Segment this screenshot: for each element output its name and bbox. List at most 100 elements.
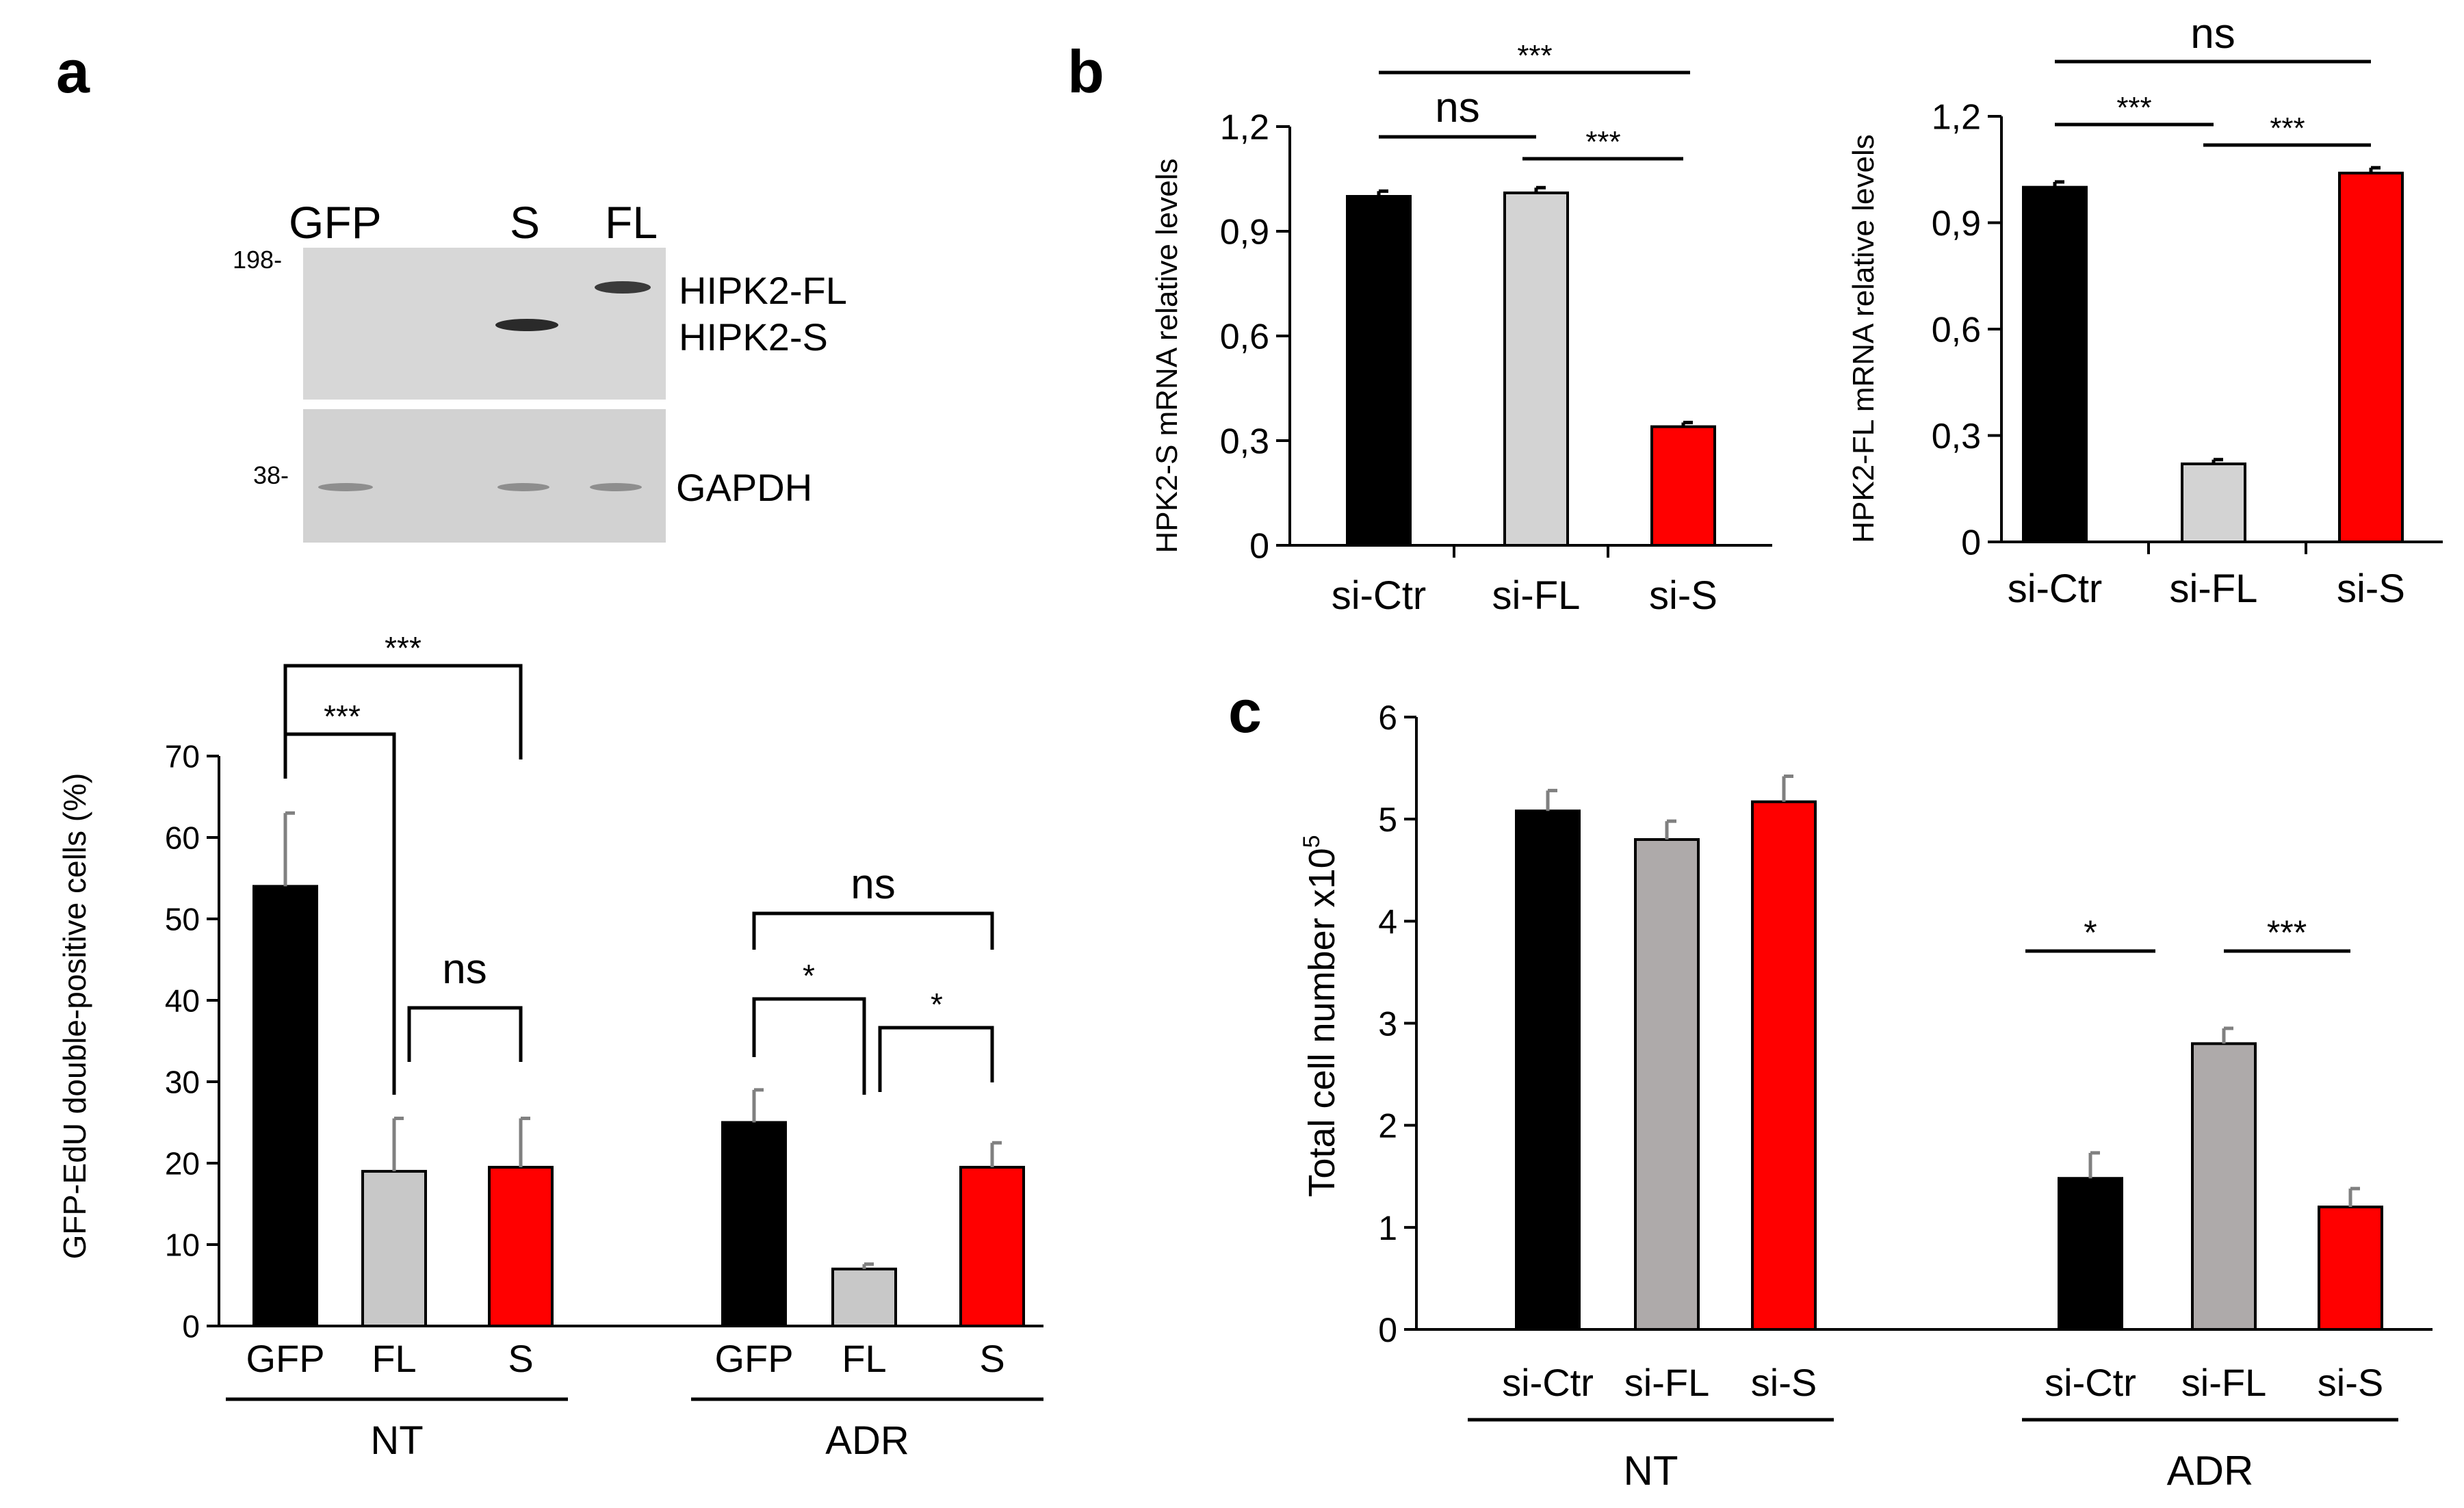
b1-bar-si-fl — [1503, 191, 1569, 547]
sig-bracket-fl-s-adr — [878, 1026, 994, 1092]
b2-significance: ns *** *** — [2055, 10, 2371, 147]
edu-bar-gfp — [721, 1121, 787, 1327]
b1-x-tick-label: si-Ctr — [1332, 573, 1427, 618]
sig-label-ctr-fl-adr: * — [2084, 913, 2097, 952]
edu-x-tick-label: S — [508, 1337, 533, 1380]
blot-marker-198: 198- — [233, 246, 282, 274]
b2-bar-si-ctr — [2022, 185, 2088, 543]
sig-bracket-gfp-s-adr — [752, 911, 994, 950]
b2-x-tick-label: si-Ctr — [2008, 567, 2103, 611]
b2-bar-si-fl — [2181, 462, 2246, 544]
sig-label-ctr-s-b2: ns — [2190, 10, 2235, 57]
edu-x-tick-label: S — [979, 1337, 1004, 1380]
sig-bracket-fl-s-nt — [407, 1006, 523, 1062]
sig-label-gfp-s-adr: ns — [851, 861, 895, 908]
edu-y-axis: 0 10 20 30 40 50 60 70 — [165, 739, 1043, 1344]
edu-chart: GFP-EdU double-positive cells (%) 0 10 20 3… — [57, 630, 1043, 1463]
b2-ylabel: HPK2-FL mRNA relative levels — [1847, 134, 1880, 543]
sig-bracket-gfp-s-nt — [283, 664, 523, 759]
c-bar-si-s — [2318, 1206, 2383, 1331]
sig-label-fl-s: *** — [1585, 125, 1620, 159]
blot-marker-38: 38- — [253, 461, 289, 489]
edu-y-tick-label: 60 — [165, 820, 200, 856]
c-group-label: ADR — [2167, 1448, 2254, 1494]
c-significance: * *** — [2025, 913, 2350, 953]
sig-label-gfp-fl-adr: * — [803, 958, 815, 993]
blot-lane-fl: FL — [605, 197, 658, 248]
sig-label-fl-s-adr: * — [931, 987, 943, 1022]
b1-bar-si-s — [1650, 425, 1716, 547]
b1-bar-si-ctr — [1346, 195, 1412, 547]
edu-bar-fl — [361, 1169, 427, 1328]
sig-label-fl-s-b2: *** — [2270, 112, 2305, 145]
edu-group-label: ADR — [825, 1418, 909, 1463]
edu-x-tick-label: GFP — [246, 1337, 324, 1380]
edu-x-tick-label: FL — [842, 1337, 886, 1380]
b2-y-tick-label: 0,3 — [1932, 417, 1981, 456]
c-bar-si-fl — [1634, 838, 1700, 1331]
western-blot: GFP S FL 198- 38- HIPK2-FL HIPK2-S GAPDH — [233, 197, 847, 543]
c-y-tick-label: 1 — [1378, 1209, 1397, 1247]
b2-y-tick-label: 0,9 — [1932, 204, 1981, 244]
edu-bar-fl — [831, 1267, 897, 1327]
edu-group-label: NT — [370, 1418, 423, 1463]
sig-label-fl-s-adr: *** — [2267, 913, 2307, 952]
edu-x-tick-label: GFP — [714, 1337, 793, 1380]
band-hipk2-s — [495, 319, 558, 331]
c-ylabel-text: Total cell number x10 — [1301, 848, 1343, 1197]
c-ylabel: Total cell number x105 — [1299, 835, 1343, 1197]
band-gapdh-gfp — [318, 483, 373, 491]
b1-y-tick-label: 0 — [1249, 527, 1269, 567]
panel-label-c: c — [1228, 677, 1262, 745]
band-label-hipk2-s: HIPK2-S — [679, 315, 828, 359]
c-bar-si-ctr — [1515, 809, 1581, 1331]
c-x-tick-label: si-S — [2318, 1361, 2383, 1404]
b1-y-tick-label: 0,6 — [1220, 317, 1269, 357]
edu-y-tick-label: 10 — [165, 1227, 200, 1263]
sig-label-gfp-s-nt: *** — [385, 630, 422, 666]
b2-bar-si-s — [2338, 171, 2404, 543]
band-gapdh-fl — [590, 483, 642, 491]
blot-lane-gfp: GFP — [289, 197, 382, 248]
edu-y-tick-label: 40 — [165, 983, 200, 1019]
c-x-tick-label: si-FL — [1624, 1361, 1709, 1404]
c-bar-si-ctr — [2058, 1177, 2123, 1331]
sig-label-ctr-fl: ns — [1435, 84, 1479, 131]
edu-y-tick-label: 50 — [165, 902, 200, 937]
edu-y-tick-label: 30 — [165, 1065, 200, 1100]
c-y-tick-label: 5 — [1378, 801, 1397, 839]
edu-y-tick-label: 20 — [165, 1146, 200, 1182]
b1-significance: *** ns *** — [1379, 39, 1690, 161]
c-y-axis: 0 1 2 3 4 5 6 — [1378, 699, 2433, 1349]
c-group-label: NT — [1624, 1448, 1678, 1494]
sig-bracket-gfp-fl-adr — [752, 997, 866, 1095]
b2-y-tick-label: 0 — [1961, 523, 1981, 563]
sig-label-fl-s-nt: ns — [442, 946, 487, 993]
sig-label-gfp-fl-nt: *** — [324, 699, 361, 734]
b1-x-tick-label: si-FL — [1492, 573, 1581, 618]
edu-ylabel: GFP-EdU double-positive cells (%) — [57, 773, 92, 1260]
c-x-tick-label: si-FL — [2181, 1361, 2266, 1404]
band-hipk2-fl — [595, 281, 651, 294]
hpk2-fl-chart: HPK2-FL mRNA relative levels 0 0,3 0,6 0,9 1… — [1847, 10, 2443, 611]
b1-ylabel: HPK2-S mRNA relative levels — [1150, 158, 1184, 553]
c-x-tick-label: si-Ctr — [2045, 1361, 2136, 1404]
b2-x-tick-label: si-S — [2337, 567, 2405, 611]
band-label-hipk2-fl: HIPK2-FL — [679, 269, 847, 312]
band-gapdh-s — [497, 483, 549, 491]
c-y-tick-label: 3 — [1378, 1005, 1397, 1043]
b2-y-tick-label: 1,2 — [1932, 98, 1981, 138]
sig-label-ctr-s: *** — [1517, 39, 1552, 73]
c-y-tick-label: 0 — [1378, 1311, 1397, 1349]
blot-lane-s: S — [510, 197, 540, 248]
b1-y-tick-label: 1,2 — [1220, 108, 1269, 148]
edu-x-tick-label: FL — [372, 1337, 416, 1380]
blot-membrane-gapdh — [303, 409, 666, 543]
b2-y-tick-label: 0,6 — [1932, 311, 1981, 350]
b1-y-tick-label: 0,3 — [1220, 422, 1269, 462]
b1-y-tick-label: 0,9 — [1220, 213, 1269, 252]
hpk2-s-chart: HPK2-S mRNA relative levels 0 0,3 0,6 0,9 1,… — [1150, 39, 1772, 618]
panel-label-b: b — [1067, 38, 1104, 105]
band-label-gapdh: GAPDH — [676, 466, 812, 509]
